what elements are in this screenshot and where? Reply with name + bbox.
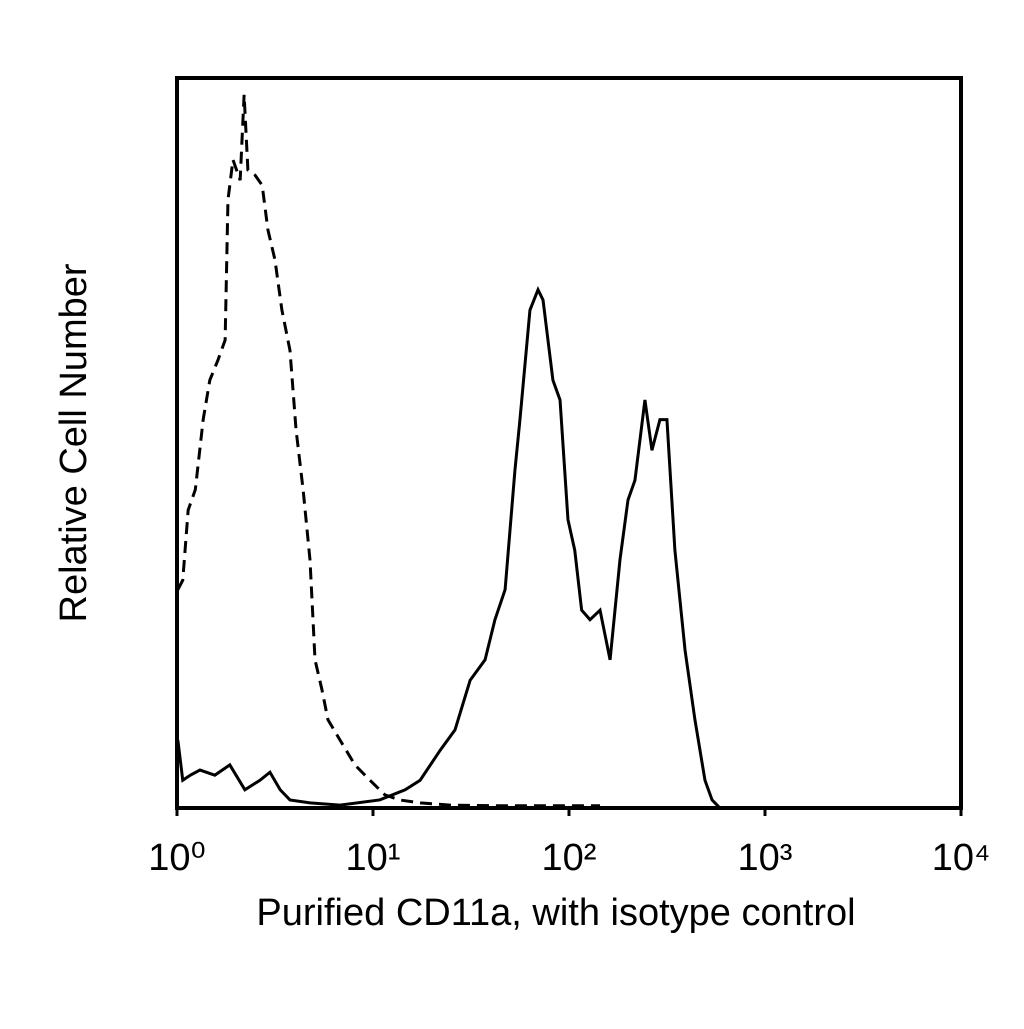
histogram-line	[176, 285, 722, 810]
y-axis-label: Relative Cell Number	[53, 263, 95, 622]
plot-frame	[175, 76, 963, 810]
x-tick-label: 10³	[738, 837, 793, 879]
x-tick-label: 10¹	[346, 837, 401, 879]
x-tick-label: 10⁰	[148, 837, 206, 879]
x-tick-label: 10⁴	[932, 837, 991, 879]
histogram-line	[176, 94, 601, 808]
x-axis-label: Purified CD11a, with isotype control	[256, 892, 855, 934]
x-tick-label: 10²	[542, 837, 597, 879]
